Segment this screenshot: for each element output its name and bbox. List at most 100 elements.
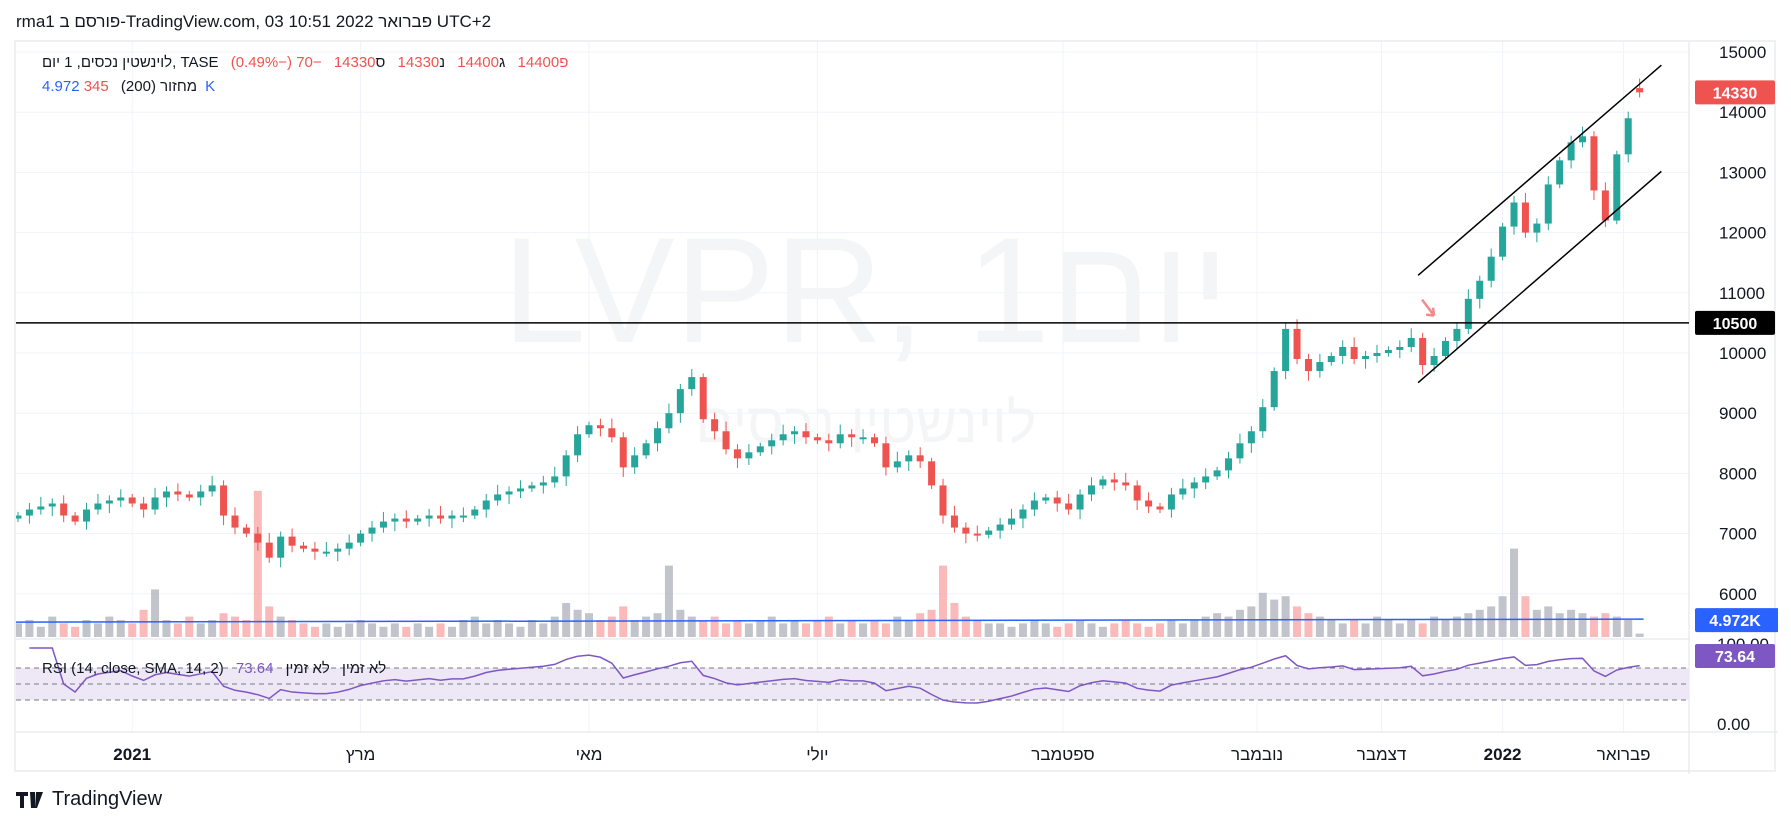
- candle: [254, 526, 262, 551]
- candle: [1579, 126, 1587, 148]
- candle: [1270, 367, 1278, 411]
- candle-body: [37, 506, 45, 510]
- last-price-tag-text: 14330: [1713, 85, 1758, 102]
- candle-body: [277, 536, 285, 558]
- candle: [1065, 493, 1073, 515]
- candle: [345, 534, 353, 556]
- volume-bar: [733, 620, 742, 637]
- volume-bar: [550, 616, 559, 637]
- volume-bar: [1487, 606, 1496, 637]
- candle-body: [1122, 482, 1130, 486]
- candle-body: [768, 440, 776, 447]
- volume-bar: [230, 616, 239, 637]
- candle: [1133, 480, 1141, 511]
- candle: [893, 451, 901, 473]
- candle-body: [905, 455, 913, 462]
- candle: [871, 433, 878, 447]
- candle-body: [1076, 494, 1084, 510]
- candle-body: [471, 509, 479, 516]
- candle: [1339, 340, 1347, 365]
- candle-body: [60, 503, 68, 516]
- candle: [242, 523, 250, 538]
- volume-bar: [1258, 592, 1267, 637]
- volume-bar: [1384, 620, 1393, 637]
- candle: [1384, 346, 1392, 357]
- candle: [1613, 150, 1621, 225]
- candle: [311, 542, 319, 560]
- price-tick: 12000: [1719, 224, 1766, 243]
- candle-body: [1110, 479, 1118, 483]
- candle: [1225, 451, 1233, 479]
- candle-body: [48, 503, 56, 507]
- candle: [368, 520, 376, 542]
- volume-bar: [1201, 616, 1210, 637]
- volume-bar: [208, 620, 217, 637]
- candle: [756, 442, 764, 456]
- volume-bar: [1510, 548, 1519, 637]
- candle-body: [151, 497, 159, 510]
- volume-bar: [859, 623, 868, 637]
- candle-body: [1453, 328, 1461, 341]
- candle: [1442, 337, 1449, 360]
- candle: [1019, 504, 1027, 529]
- candle-body: [1053, 497, 1061, 504]
- candle: [996, 517, 1004, 539]
- volume-bar: [345, 623, 354, 637]
- volume-bar: [585, 613, 593, 637]
- candle: [1030, 492, 1038, 517]
- candle: [1293, 319, 1301, 365]
- candle-body: [539, 482, 547, 486]
- candle: [1236, 433, 1244, 464]
- candle-body: [665, 413, 673, 429]
- candle: [950, 505, 958, 533]
- volume-bar: [1441, 620, 1450, 637]
- chart-svg[interactable]: 6000 7000 8000 9000 10000 11000 12000 13000 1400…: [16, 42, 1778, 774]
- last-price-tag-bg: [1695, 80, 1775, 105]
- candle: [140, 496, 148, 518]
- volume-bar: [288, 620, 297, 637]
- volume-bar: [1372, 616, 1381, 637]
- high-label: ג: [499, 54, 506, 71]
- candle-body: [1556, 160, 1564, 185]
- candle-body: [973, 533, 981, 536]
- candle-body: [985, 530, 993, 535]
- candle-body: [265, 542, 273, 558]
- candle: [528, 481, 536, 493]
- volume-bar: [1281, 596, 1290, 637]
- time-label: מאי: [576, 745, 603, 764]
- candle: [848, 429, 856, 447]
- candle: [151, 487, 159, 515]
- candle: [1396, 340, 1404, 359]
- volume-title[interactable]: מחזור (200): [120, 78, 198, 95]
- candle: [48, 498, 56, 517]
- candle-body: [1590, 136, 1598, 191]
- time-label: פברואר: [1597, 745, 1651, 764]
- candle: [539, 475, 547, 494]
- candle: [300, 542, 307, 553]
- volume-bar: [379, 626, 388, 637]
- candle: [494, 484, 502, 506]
- candle-body: [1362, 356, 1370, 360]
- tradingview-logo[interactable]: TradingView: [16, 788, 162, 811]
- volume-bar: [1521, 596, 1530, 637]
- price-tick: 11000: [1719, 284, 1765, 303]
- tradingview-logo-icon: [16, 791, 43, 808]
- volume-ma-tag-bg: [1695, 608, 1778, 633]
- candle-body: [676, 389, 684, 414]
- volume-bar: [493, 620, 502, 637]
- volume-bar: [973, 620, 982, 637]
- chart-frame[interactable]: 6000 7000 8000 9000 10000 11000 12000 13000 1400…: [14, 40, 1778, 774]
- rsi-title[interactable]: RSI (14, close, SMA, 14, 2): [42, 660, 224, 677]
- candle-body: [596, 425, 604, 429]
- close-value: 14330: [333, 54, 376, 71]
- candle-body: [654, 428, 662, 444]
- candle: [1453, 322, 1461, 350]
- candle-body: [117, 497, 125, 501]
- volume-bar: [630, 620, 639, 637]
- candle-body: [756, 446, 764, 453]
- symbol-name[interactable]: לוינשטין נכסים, 1 יום, TASE: [42, 54, 219, 71]
- candle-body: [1350, 346, 1358, 360]
- volume-bar: [459, 620, 468, 637]
- volume-bar: [368, 623, 377, 637]
- volume-bar: [93, 623, 102, 637]
